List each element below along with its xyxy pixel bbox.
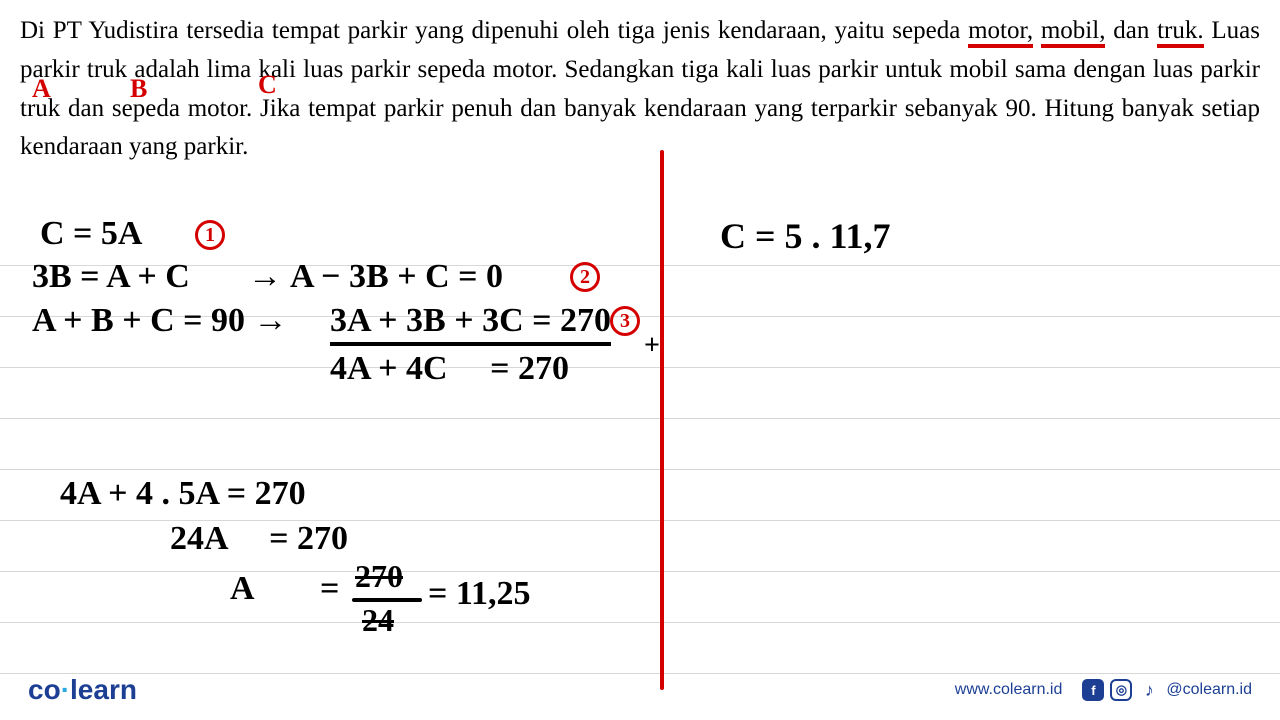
circled-3: 3: [610, 306, 640, 336]
eq-line5: 4A + 4 . 5A = 270: [60, 475, 306, 513]
circled-2: 2: [570, 262, 600, 292]
eq-line7-num: 270: [355, 558, 403, 595]
eq-line4: 4A + 4C = 270: [330, 350, 569, 388]
eq-line7-A: A: [230, 570, 255, 608]
brand-logo: co·learn: [28, 674, 137, 706]
ruled-background: [0, 215, 1280, 720]
eq-line1: C = 5A: [40, 215, 142, 253]
underline-truk: truk.: [1157, 17, 1204, 48]
eq-arrow2: →: [248, 258, 282, 296]
footer: co·learn www.colearn.id f ◎ ♪ @colearn.i…: [0, 674, 1280, 706]
logo-right: learn: [70, 674, 137, 705]
eq-line3b: 3A + 3B + 3C = 270: [330, 302, 611, 346]
vertical-divider: [660, 150, 664, 690]
eq-line7-res: = 11,25: [428, 575, 531, 613]
underline-motor: motor,: [968, 17, 1033, 48]
plus-sign: +: [644, 330, 660, 362]
eq-line3a: A + B + C = 90 →: [32, 302, 288, 340]
eq-line7-eq: =: [320, 570, 339, 608]
underline-mobil: mobil,: [1041, 17, 1106, 48]
social-handle: @colearn.id: [1166, 681, 1252, 699]
eq-line7-den: 24: [362, 602, 394, 639]
eq-line2a: 3B = A + C: [32, 258, 190, 296]
tiktok-icon: ♪: [1138, 679, 1160, 701]
label-C: C: [258, 70, 277, 100]
instagram-icon: ◎: [1110, 679, 1132, 701]
eq-line6: 24A = 270: [170, 520, 348, 558]
eq-right1: C = 5 . 11,7: [720, 215, 891, 257]
logo-left: co: [28, 674, 61, 705]
eq-line2b: A − 3B + C = 0: [290, 258, 503, 296]
label-A: A: [32, 74, 51, 104]
problem-text: Di PT Yudistira tersedia tempat parkir y…: [20, 12, 1260, 167]
circled-1: 1: [195, 220, 225, 250]
footer-url: www.colearn.id: [955, 681, 1063, 699]
social-icons: f ◎ ♪ @colearn.id: [1082, 679, 1252, 701]
label-B: B: [130, 74, 147, 104]
facebook-icon: f: [1082, 679, 1104, 701]
